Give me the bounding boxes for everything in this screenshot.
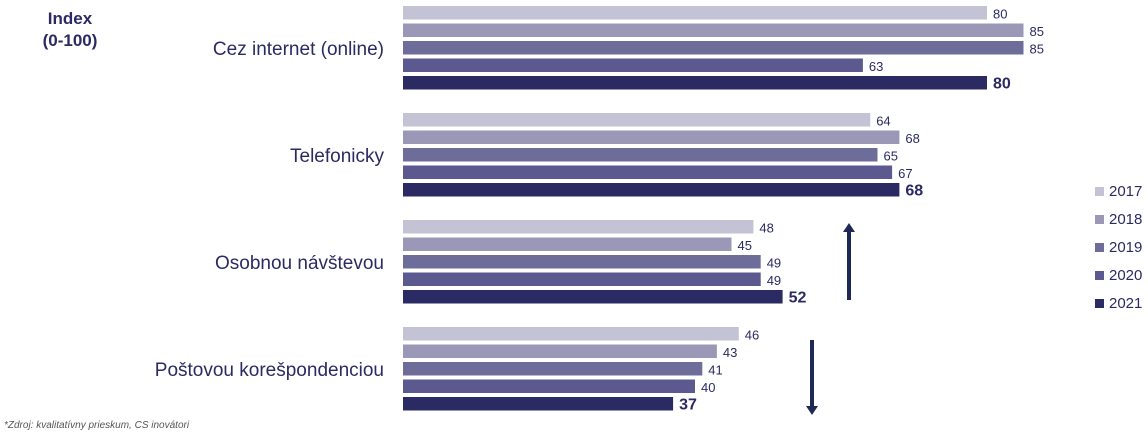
category-label: Poštovou korešpondenciou bbox=[155, 360, 384, 381]
trend-arrow-down-head bbox=[806, 406, 818, 415]
bar bbox=[403, 165, 893, 179]
legend-swatch bbox=[1095, 271, 1104, 280]
data-label: 80 bbox=[993, 76, 1011, 93]
axis-title-line1: Index bbox=[47, 9, 93, 28]
bar bbox=[403, 397, 674, 411]
data-label: 43 bbox=[723, 345, 737, 360]
bar bbox=[403, 113, 871, 127]
legend-label: 2020 bbox=[1109, 267, 1142, 284]
legend-swatch bbox=[1095, 215, 1104, 224]
bar bbox=[403, 130, 900, 144]
trend-arrow-up-head bbox=[843, 223, 855, 232]
bar bbox=[403, 362, 703, 376]
data-label: 41 bbox=[708, 363, 722, 378]
data-label: 45 bbox=[738, 238, 752, 253]
bar bbox=[403, 327, 739, 341]
data-label: 49 bbox=[767, 256, 781, 271]
bar bbox=[403, 344, 717, 358]
bar bbox=[403, 255, 761, 269]
bar bbox=[403, 76, 987, 90]
legend-label: 2019 bbox=[1109, 239, 1142, 256]
data-label: 64 bbox=[876, 114, 890, 129]
bar bbox=[403, 183, 900, 197]
bar bbox=[403, 272, 761, 286]
bar bbox=[403, 148, 878, 162]
legend-swatch bbox=[1095, 187, 1104, 196]
data-label: 68 bbox=[905, 131, 919, 146]
data-label: 85 bbox=[1030, 24, 1044, 39]
data-label: 67 bbox=[898, 166, 912, 181]
data-label: 48 bbox=[759, 221, 773, 236]
data-label: 85 bbox=[1030, 42, 1044, 57]
footnote: *Zdroj: kvalitatívny prieskum, CS inovát… bbox=[4, 420, 190, 431]
data-label: 80 bbox=[993, 7, 1007, 22]
category-label: Osobnou návštevou bbox=[215, 253, 384, 274]
bar bbox=[403, 237, 732, 251]
legend-label: 2017 bbox=[1109, 183, 1142, 200]
axis-title: Index (0-100) bbox=[30, 8, 110, 52]
data-label: 68 bbox=[905, 183, 923, 200]
axis-title-line2: (0-100) bbox=[42, 31, 98, 50]
bar bbox=[403, 58, 863, 72]
data-label: 65 bbox=[884, 149, 898, 164]
legend-swatch bbox=[1095, 243, 1104, 252]
data-label: 52 bbox=[789, 290, 807, 307]
legend-label: 2018 bbox=[1109, 211, 1142, 228]
legend-swatch bbox=[1095, 299, 1104, 308]
legend-label: 2021 bbox=[1109, 295, 1142, 312]
data-label: 63 bbox=[869, 59, 883, 74]
bar bbox=[403, 6, 987, 20]
bar bbox=[403, 220, 754, 234]
category-label: Telefonicky bbox=[290, 146, 384, 167]
bar bbox=[403, 290, 783, 304]
bar bbox=[403, 23, 1024, 37]
data-label: 37 bbox=[679, 397, 697, 414]
data-label: 40 bbox=[701, 380, 715, 395]
bar bbox=[403, 41, 1024, 55]
category-label: Cez internet (online) bbox=[213, 39, 384, 60]
data-label: 46 bbox=[745, 328, 759, 343]
bar bbox=[403, 379, 695, 393]
data-label: 49 bbox=[767, 273, 781, 288]
